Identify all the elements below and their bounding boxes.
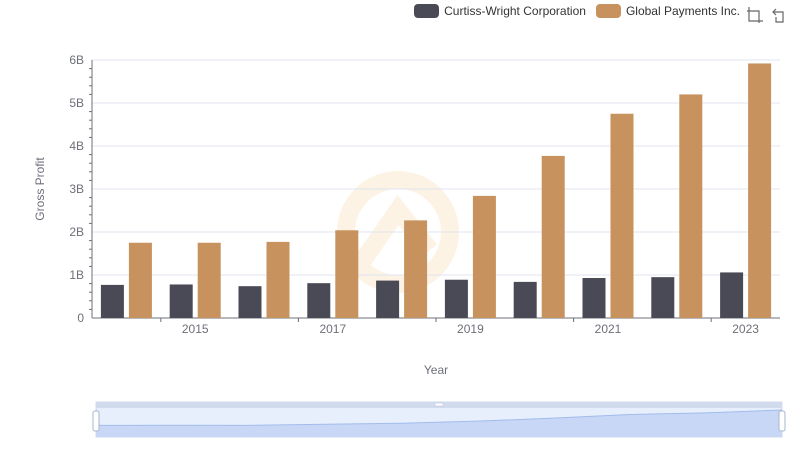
x-tick-label: 2019 <box>457 322 484 336</box>
bar-global-payments-2015 <box>197 242 221 318</box>
legend-label-curtiss-wright: Curtiss-Wright Corporation <box>444 4 586 18</box>
x-axis-title: Year <box>424 363 448 377</box>
legend-swatch-curtiss-wright <box>414 4 440 18</box>
data-zoom-move-handle[interactable] <box>434 402 444 407</box>
legend-swatch-global-payments <box>595 4 621 18</box>
data-zoom-overview-area <box>96 410 782 437</box>
bar-global-payments-2017 <box>335 230 359 318</box>
bar-global-payments-2023 <box>748 63 772 318</box>
bar-global-payments-2020 <box>541 155 565 318</box>
y-tick-label: 1B <box>69 268 84 282</box>
data-zoom-handle-end[interactable] <box>778 410 786 432</box>
y-tick-label: 4B <box>69 139 84 153</box>
bar-curtiss-wright-2023 <box>720 272 744 318</box>
bar-global-payments-2019 <box>472 195 496 318</box>
zoom-select-icon[interactable] <box>746 6 764 24</box>
zoom-reset-icon[interactable] <box>772 6 790 24</box>
bar-curtiss-wright-2014 <box>100 284 124 318</box>
toolbox <box>738 6 790 24</box>
y-tick-label: 3B <box>69 182 84 196</box>
bar-curtiss-wright-2021 <box>582 278 606 318</box>
bar-global-payments-2014 <box>128 242 152 318</box>
y-tick-label: 0 <box>77 311 84 325</box>
data-zoom-handle-start[interactable] <box>92 410 100 432</box>
bar-curtiss-wright-2017 <box>307 283 331 318</box>
legend-item-curtiss-wright[interactable]: Curtiss-Wright Corporation <box>414 4 586 18</box>
bar-curtiss-wright-2022 <box>651 277 675 318</box>
legend-label-global-payments: Global Payments Inc. <box>625 4 740 18</box>
legend-item-global-payments[interactable]: Global Payments Inc. <box>595 4 740 18</box>
x-tick-label: 2017 <box>319 322 346 336</box>
y-tick-label: 5B <box>69 96 84 110</box>
y-axis-title: Gross Profit <box>33 157 47 221</box>
bar-curtiss-wright-2018 <box>376 280 400 318</box>
y-tick-label: 6B <box>69 53 84 67</box>
data-zoom-overview-line <box>95 409 783 426</box>
y-tick-label: 2B <box>69 225 84 239</box>
x-tick-label: 2023 <box>732 322 759 336</box>
legend: Curtiss-Wright Corporation Global Paymen… <box>404 4 740 18</box>
bar-global-payments-2018 <box>404 220 428 318</box>
bar-global-payments-2016 <box>266 241 290 318</box>
x-tick-label: 2015 <box>182 322 209 336</box>
bar-global-payments-2022 <box>679 94 703 319</box>
bar-curtiss-wright-2016 <box>238 286 262 318</box>
bar-curtiss-wright-2015 <box>169 284 193 318</box>
bar-curtiss-wright-2020 <box>513 281 537 318</box>
bar-curtiss-wright-2019 <box>444 279 468 318</box>
bar-global-payments-2021 <box>610 113 634 318</box>
x-tick-label: 2021 <box>595 322 622 336</box>
